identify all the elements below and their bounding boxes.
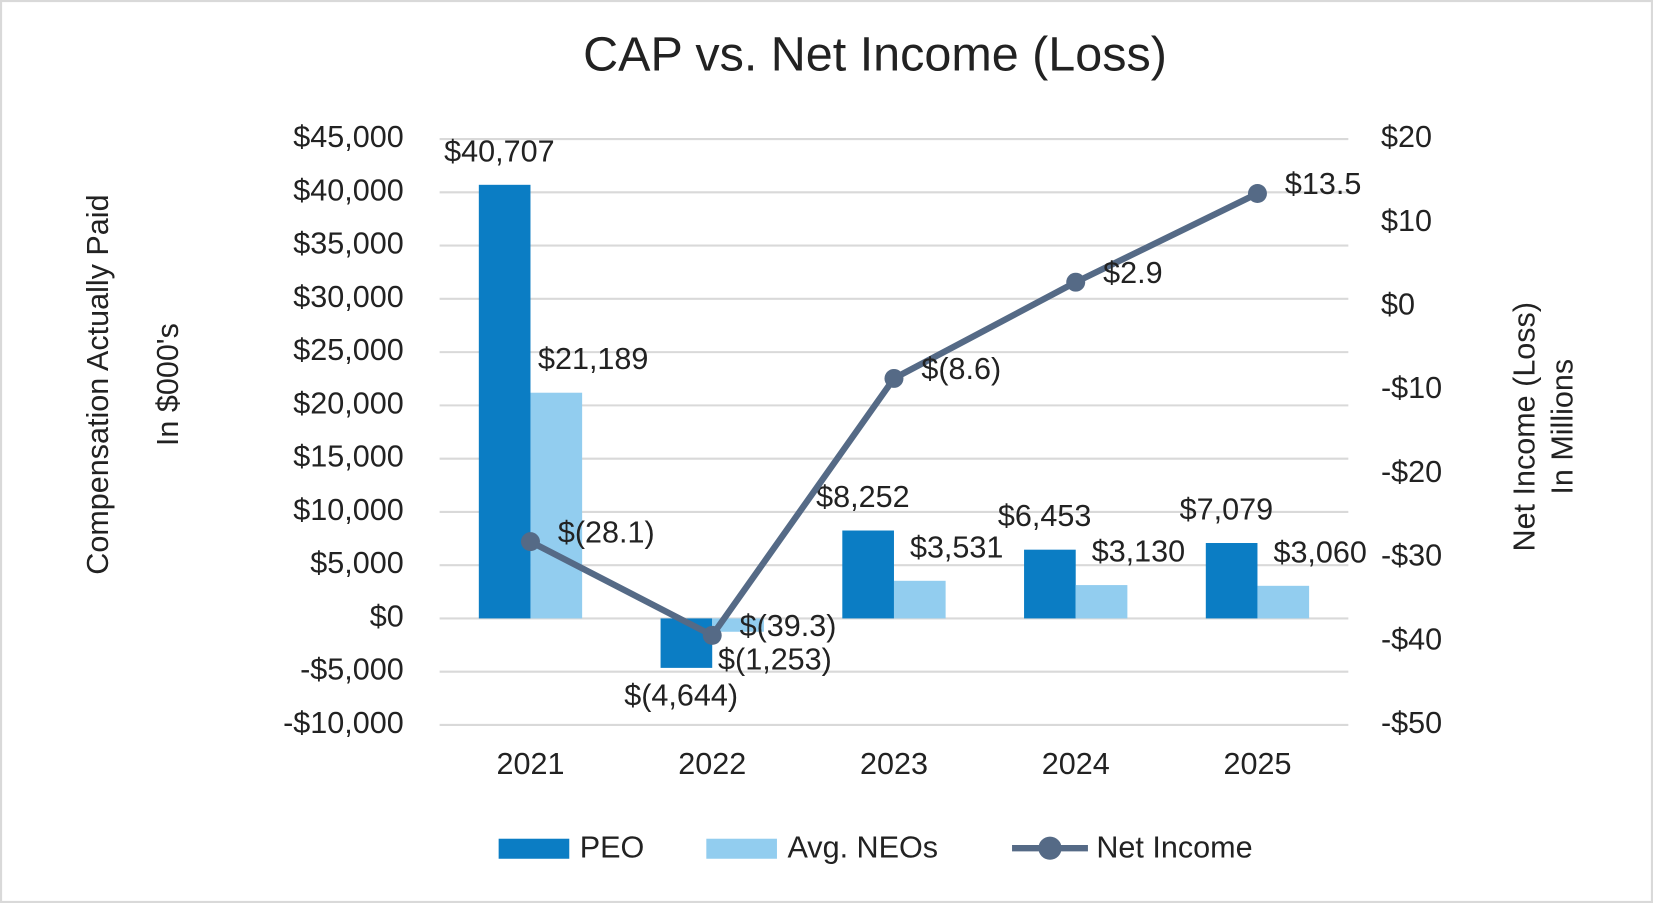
line-value-label: $(28.1): [558, 515, 655, 549]
bar-value-label: $3,060: [1273, 535, 1366, 569]
bar-value-label: $(1,253): [718, 642, 832, 676]
y-axis-title-line: In $000's: [151, 323, 185, 446]
bar-value-label: $40,707: [444, 134, 554, 168]
y2-tick-label: $10: [1381, 204, 1432, 238]
bar: [1024, 549, 1076, 619]
bar-value-label: $(4,644): [624, 678, 738, 712]
line-marker: [702, 625, 722, 645]
y-tick-label: $5,000: [310, 546, 403, 580]
y-tick-label: $20,000: [293, 386, 403, 420]
bar: [530, 392, 583, 619]
y-axis-title-line: Compensation Actually Paid: [81, 194, 115, 574]
y2-tick-label: -$30: [1381, 539, 1442, 573]
bar-value-label: $21,189: [538, 342, 648, 376]
bar: [660, 618, 713, 668]
y-tick-label: $10,000: [293, 493, 403, 527]
y-tick-label: -$10,000: [283, 706, 404, 740]
y-tick-label: $40,000: [293, 173, 403, 207]
x-tick-label: 2025: [1223, 747, 1291, 781]
line-marker: [884, 368, 904, 388]
line-marker: [1066, 272, 1086, 292]
y2-axis-title-line: In Millions: [1546, 359, 1580, 495]
line-marker: [520, 532, 540, 552]
line-value-label: $13.5: [1285, 167, 1361, 201]
bar-value-label: $8,252: [816, 480, 909, 514]
bar: [1257, 585, 1310, 619]
legend-label: Net Income: [1096, 830, 1252, 864]
x-tick-label: 2023: [860, 747, 928, 781]
y-tick-label: $15,000: [293, 440, 403, 474]
x-tick-label: 2024: [1042, 747, 1110, 781]
bar: [478, 184, 531, 619]
y-tick-label: $45,000: [293, 120, 403, 154]
y2-tick-label: -$10: [1381, 371, 1442, 405]
legend-marker: [1038, 836, 1062, 860]
line-value-label: $(8.6): [921, 352, 1001, 386]
y2-axis-title-line: Net Income (Loss): [1508, 302, 1542, 551]
y-axis-title: Compensation Actually Paid In $000's: [81, 194, 185, 574]
bar: [1205, 543, 1258, 619]
bar-value-label: $3,130: [1092, 535, 1185, 569]
line-marker: [1247, 184, 1267, 203]
bar-value-label: $7,079: [1180, 492, 1273, 526]
y2-tick-label: $0: [1381, 288, 1415, 322]
y2-tick-label: -$20: [1381, 455, 1442, 489]
bar: [893, 580, 946, 619]
chart-title: CAP vs. Net Income (Loss): [583, 28, 1167, 82]
legend-swatch: [498, 838, 570, 859]
y-tick-label: $25,000: [293, 333, 403, 367]
y2-tick-label: $20: [1381, 120, 1432, 154]
y-tick-label: $0: [370, 599, 404, 633]
legend-label: Avg. NEOs: [787, 830, 938, 864]
bar-value-label: $6,453: [998, 499, 1091, 533]
y-tick-label: $30,000: [293, 280, 403, 314]
x-tick-label: 2021: [496, 747, 564, 781]
bar: [842, 530, 894, 619]
y-tick-label: -$5,000: [300, 653, 404, 687]
bar: [1075, 585, 1128, 619]
y-tick-label: $35,000: [293, 227, 403, 261]
y2-tick-label: -$40: [1381, 622, 1442, 656]
line-value-label: $2.9: [1103, 256, 1162, 290]
line-value-label: $(39.3): [740, 609, 837, 643]
legend-label: PEO: [580, 830, 645, 864]
y2-tick-label: -$50: [1381, 706, 1442, 740]
bar-value-label: $3,531: [910, 530, 1003, 564]
y2-axis-title: Net Income (Loss) In Millions: [1508, 302, 1580, 551]
x-tick-label: 2022: [678, 747, 746, 781]
legend-swatch: [706, 838, 777, 859]
